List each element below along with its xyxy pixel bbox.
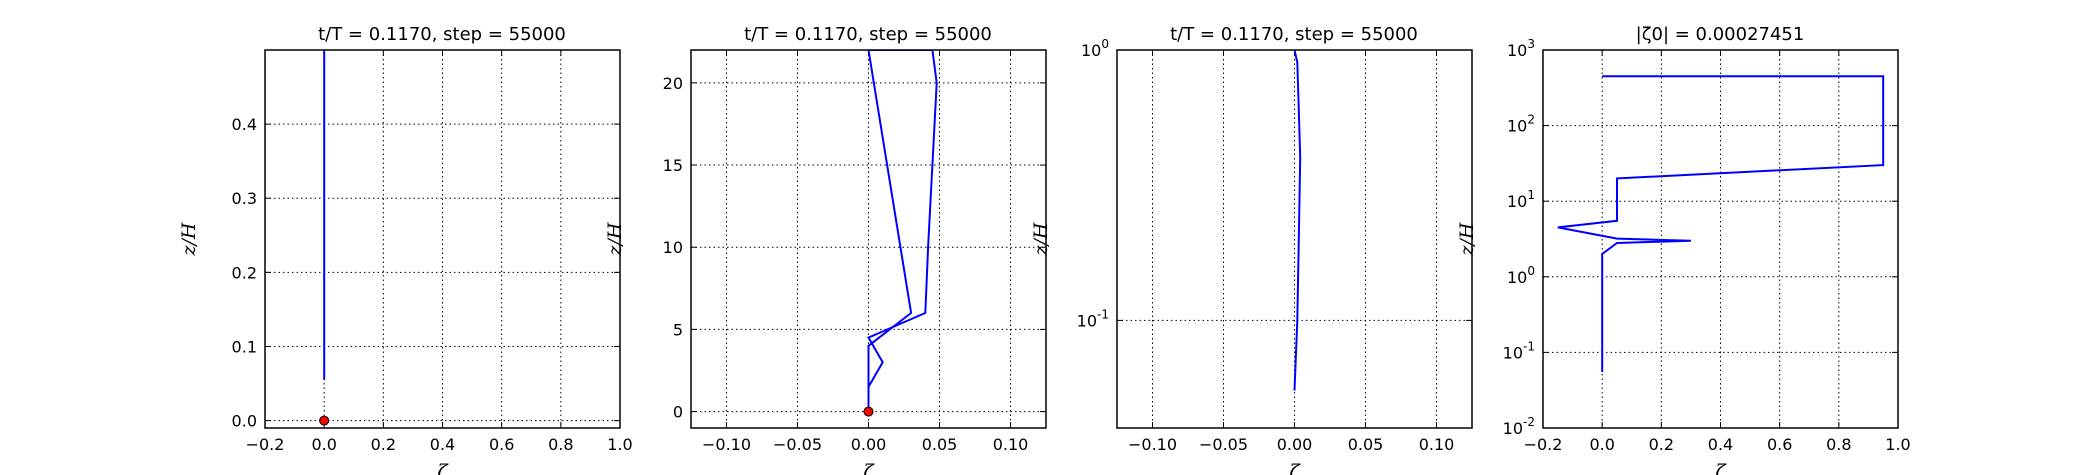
x-tick-label: −0.10 xyxy=(702,435,751,454)
x-tick-label: 0.6 xyxy=(489,435,514,454)
y-tick-label: 0.2 xyxy=(232,263,257,282)
x-tick-label: 0.10 xyxy=(1419,435,1455,454)
y-axis-label: z/H xyxy=(1030,222,1052,256)
y-tick-label: 100 xyxy=(1507,264,1535,287)
y-tick-label: 100 xyxy=(1081,37,1109,60)
axes-frame xyxy=(1116,49,1473,429)
y-tick-label: 0.0 xyxy=(232,412,257,431)
axes-frame xyxy=(1542,49,1899,429)
chart-title: t/T = 0.1170, step = 55000 xyxy=(744,24,992,45)
y-tick-label: 10-1 xyxy=(1077,307,1109,330)
x-tick-label: 0.0 xyxy=(1589,435,1614,454)
x-tick-label: 0.8 xyxy=(548,435,573,454)
chart-title: t/T = 0.1170, step = 55000 xyxy=(1170,24,1418,45)
series-line xyxy=(1293,50,1302,391)
y-tick-label: 0.3 xyxy=(232,189,257,208)
chart-panel-1: t/T = 0.1170, step = 55000 −0.2 0.0 0.2 0.4… xyxy=(178,24,633,475)
x-axis-label: ζ xyxy=(1715,461,1727,475)
x-axis-label: ζ xyxy=(863,461,875,475)
x-tick-label: 0.0 xyxy=(311,435,336,454)
x-tick-label: 1.0 xyxy=(607,435,632,454)
y-tick-label: 101 xyxy=(1507,188,1535,211)
y-axis-label: z/H xyxy=(178,222,200,256)
origin-marker xyxy=(319,415,330,426)
y-tick-label: 15 xyxy=(663,156,683,175)
x-tick-label: 0.4 xyxy=(1708,435,1733,454)
chart-panel-2: t/T = 0.1170, step = 55000 −0.10 −0.05 0.0… xyxy=(604,24,1047,475)
y-tick-label: 0 xyxy=(673,403,683,422)
y-tick-label: 0.1 xyxy=(232,337,257,356)
x-tick-label: 0.4 xyxy=(430,435,455,454)
x-tick-label: −0.05 xyxy=(773,435,822,454)
y-axis-label: z/H xyxy=(604,222,626,256)
y-tick-label: 20 xyxy=(663,74,683,93)
x-tick-label: 0.6 xyxy=(1767,435,1792,454)
x-axis-label: ζ xyxy=(437,461,449,475)
series-line xyxy=(1557,75,1885,372)
x-tick-label: 0.2 xyxy=(371,435,396,454)
x-tick-label: 1.0 xyxy=(1885,435,1910,454)
x-tick-label: 0.05 xyxy=(922,435,958,454)
y-tick-label: 10 xyxy=(663,238,683,257)
y-tick-label: 10-1 xyxy=(1503,339,1535,362)
axes-frame xyxy=(264,49,621,429)
chart-panel-4: |ζ0| = 0.00027451 −0.2 0.0 0.2 0.4 0.6 0.8 1.0… xyxy=(1456,24,1911,475)
x-tick-label: 0.00 xyxy=(1277,435,1313,454)
series-line xyxy=(867,50,938,417)
y-axis-label: z/H xyxy=(1456,222,1478,256)
x-tick-label: −0.05 xyxy=(1199,435,1248,454)
x-axis-label: ζ xyxy=(1289,461,1301,475)
x-tick-label: 0.05 xyxy=(1348,435,1384,454)
chart-title: t/T = 0.1170, step = 55000 xyxy=(318,24,566,45)
x-tick-label: 0.00 xyxy=(851,435,887,454)
x-tick-label: 0.10 xyxy=(993,435,1029,454)
axes-frame xyxy=(690,49,1047,429)
x-tick-label: 0.8 xyxy=(1826,435,1851,454)
y-tick-label: 103 xyxy=(1507,37,1535,60)
chart-title: |ζ0| = 0.00027451 xyxy=(1636,24,1805,45)
chart-panel-3: t/T = 0.1170, step = 55000 −0.10 −0.05 0.0… xyxy=(1030,24,1473,475)
x-tick-label: −0.2 xyxy=(246,435,285,454)
y-tick-label: 10-2 xyxy=(1503,415,1535,438)
x-tick-label: 0.2 xyxy=(1649,435,1674,454)
origin-marker xyxy=(863,406,874,417)
x-tick-label: −0.10 xyxy=(1128,435,1177,454)
x-tick-label: −0.2 xyxy=(1524,435,1563,454)
y-tick-label: 5 xyxy=(673,320,683,339)
y-tick-label: 102 xyxy=(1507,113,1535,136)
y-tick-label: 0.4 xyxy=(232,115,257,134)
